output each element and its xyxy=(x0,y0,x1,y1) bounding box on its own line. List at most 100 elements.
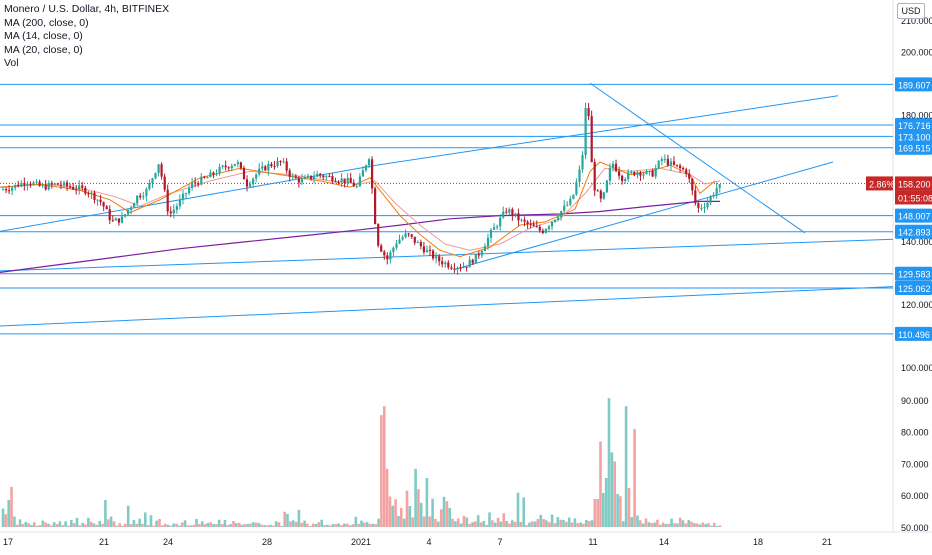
volume-bar xyxy=(24,521,28,527)
trend-line[interactable] xyxy=(0,286,894,327)
volume-bar xyxy=(215,524,218,527)
candle-body xyxy=(554,219,557,222)
legend-ma200[interactable]: MA (200, close, 0) xyxy=(4,16,89,29)
volume-bar xyxy=(422,516,426,527)
trend-line[interactable] xyxy=(376,95,839,166)
candle-body xyxy=(8,190,11,192)
volume-bar xyxy=(604,478,608,527)
candle-body xyxy=(267,164,270,171)
price-tick-label: 200.000 xyxy=(901,48,932,58)
ma14-line[interactable] xyxy=(0,161,716,258)
candle-body xyxy=(618,171,621,176)
candle-body xyxy=(550,221,554,227)
candle-body xyxy=(367,159,371,166)
candle-body xyxy=(47,183,50,190)
volume-bar xyxy=(27,523,30,527)
candle-body xyxy=(50,183,53,185)
volume-bar xyxy=(448,507,451,527)
volume-bar xyxy=(75,517,79,527)
volume-bar xyxy=(587,521,591,527)
candle-body xyxy=(239,162,242,168)
volume-bar xyxy=(89,521,93,527)
legend-ma14[interactable]: MA (14, close, 0) xyxy=(4,30,83,42)
volume-bar xyxy=(10,486,13,527)
candle-body xyxy=(154,173,157,179)
volume-bar xyxy=(533,521,537,527)
volume-bar xyxy=(468,523,471,527)
countdown-badge: 01:55:08 xyxy=(898,193,932,203)
trend-line[interactable] xyxy=(589,82,806,234)
volume-bar xyxy=(314,524,318,527)
price-tick-label: 210.000 xyxy=(901,16,932,26)
volume-bar xyxy=(237,522,241,527)
level-label: 125.062 xyxy=(898,284,931,294)
ma200-line[interactable] xyxy=(0,200,720,273)
candle-body xyxy=(270,164,273,167)
candle-body xyxy=(709,196,712,203)
time-tick-label: 7 xyxy=(497,537,502,547)
volume-bar xyxy=(707,523,710,527)
volume-bar xyxy=(101,523,104,527)
candle-body xyxy=(343,178,346,183)
candle-body xyxy=(114,218,117,221)
volume-bar xyxy=(505,521,508,527)
candle-body xyxy=(56,183,59,185)
volume-bar xyxy=(419,502,423,527)
volume-bar xyxy=(323,525,326,527)
volume-bar xyxy=(565,521,568,527)
candle-body xyxy=(596,190,599,192)
volume-bar xyxy=(411,517,414,527)
legend-vol[interactable]: Vol xyxy=(4,57,19,69)
candle-body xyxy=(511,209,514,216)
candle-body xyxy=(636,172,639,176)
volume-bar xyxy=(530,521,534,527)
volume-bar xyxy=(81,522,84,527)
legend-ma20[interactable]: MA (20, close, 0) xyxy=(4,43,83,56)
candle-body xyxy=(361,170,364,177)
ma20-line[interactable] xyxy=(0,167,721,251)
candle-body xyxy=(679,165,682,168)
volume-bar xyxy=(58,521,62,527)
candle-body xyxy=(273,166,276,168)
candle-body xyxy=(340,178,343,182)
volume-bar xyxy=(328,525,332,527)
candle-body xyxy=(175,206,178,210)
candle-body xyxy=(691,178,694,191)
volume-bars xyxy=(1,398,722,527)
volume-bar xyxy=(476,515,480,527)
candle-body xyxy=(514,213,517,216)
volume-bar xyxy=(644,518,648,527)
candle-body xyxy=(453,268,456,270)
volume-tick-label: 60.000 xyxy=(901,491,929,501)
volume-bar xyxy=(548,522,551,527)
time-tick-label: 18 xyxy=(753,537,763,547)
volume-bar xyxy=(104,500,107,527)
currency-button[interactable]: USD xyxy=(897,3,925,19)
candle-body xyxy=(313,176,316,179)
candle-body xyxy=(428,250,432,251)
volume-bar xyxy=(126,505,130,527)
volume-bar xyxy=(718,525,722,527)
volume-bar xyxy=(354,516,358,527)
candle-body xyxy=(630,172,633,173)
candle-body xyxy=(215,173,218,175)
volume-bar xyxy=(374,524,377,527)
candle-body xyxy=(310,175,313,179)
candles xyxy=(1,102,721,275)
volume-bar xyxy=(277,522,281,527)
volume-bar xyxy=(391,505,395,527)
candle-body xyxy=(99,199,102,203)
candle-body xyxy=(209,172,212,178)
trend-line[interactable] xyxy=(0,238,894,272)
volume-bar xyxy=(203,524,207,527)
time-tick-label: 21 xyxy=(99,537,109,547)
volume-bar xyxy=(385,468,389,527)
volume-bar xyxy=(371,523,375,527)
trend-line[interactable] xyxy=(454,161,834,270)
volume-bar xyxy=(687,520,690,527)
candle-body xyxy=(184,193,188,195)
volume-bar xyxy=(627,487,631,527)
candle-body xyxy=(160,164,163,177)
